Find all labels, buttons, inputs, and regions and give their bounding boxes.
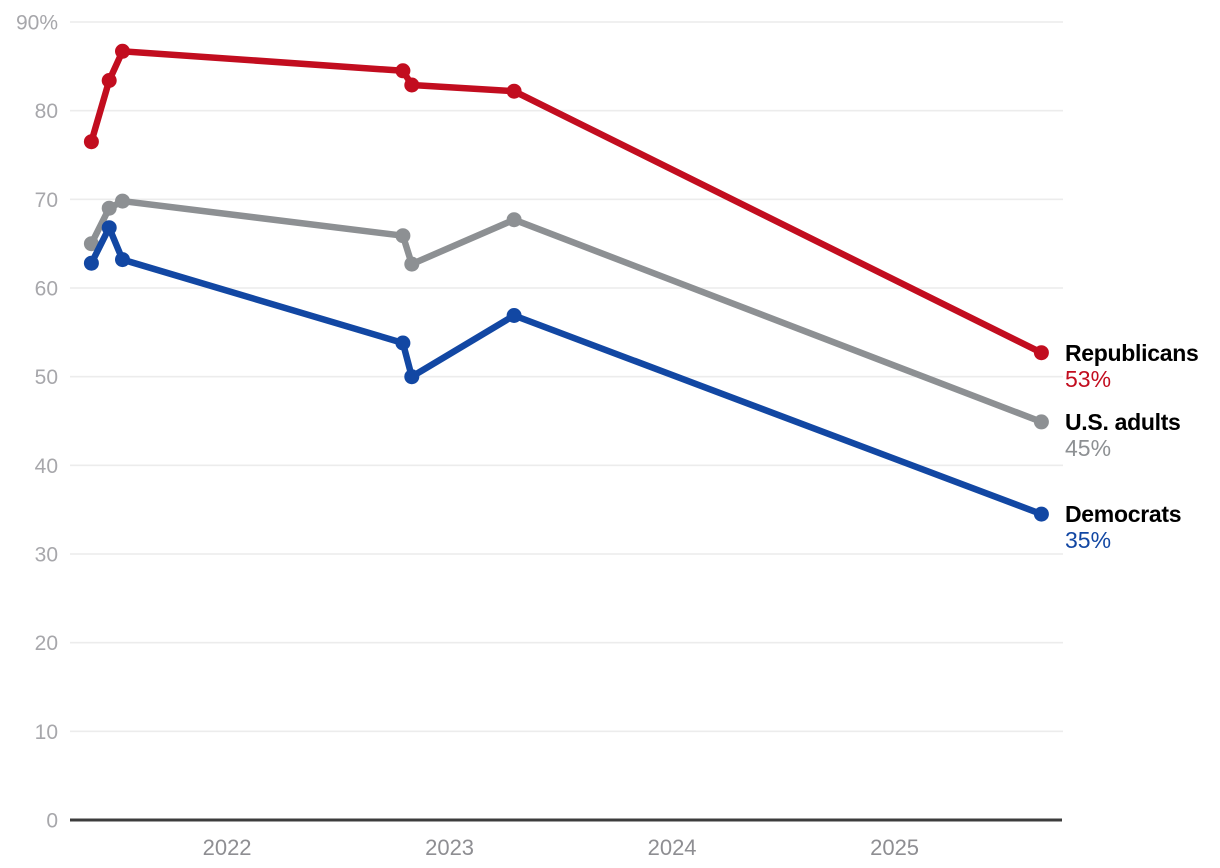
data-point-democrats: [404, 369, 420, 385]
data-point-republicans: [506, 83, 522, 99]
data-point-republicans: [1033, 345, 1049, 361]
data-point-democrats: [506, 308, 522, 323]
y-tick-label-60: 60: [35, 278, 58, 301]
data-point-u-s-adults: [404, 256, 420, 272]
data-point-republicans: [404, 77, 420, 93]
x-tick-label-2024: 2024: [648, 835, 697, 860]
x-tick-label-2022: 2022: [203, 835, 252, 860]
series-end-value-republicans: 53%: [1065, 365, 1112, 392]
series-name-democrats: Democrats: [1065, 501, 1182, 528]
y-tick-label-70: 70: [35, 189, 58, 212]
data-point-republicans: [83, 134, 99, 150]
series-label-republicans: Republicans 53%: [1065, 339, 1199, 393]
series-line-democrats: [88, 224, 1045, 518]
x-tick-label-2023: 2023: [425, 835, 474, 860]
series-end-value-us-adults: 45%: [1065, 434, 1112, 461]
data-point-democrats: [395, 335, 411, 351]
y-tick-label-10: 10: [35, 721, 58, 744]
data-point-republicans: [395, 63, 411, 79]
y-tick-label-50: 50: [35, 366, 58, 389]
data-point-u-s-adults: [115, 193, 130, 209]
series-line-u-s-adults: [88, 197, 1045, 426]
data-point-republicans: [101, 73, 117, 88]
y-tick-label-30: 30: [35, 544, 58, 567]
data-point-u-s-adults: [1033, 414, 1049, 430]
series-label-us-adults: U.S. adults 45%: [1065, 409, 1181, 462]
data-point-u-s-adults: [83, 236, 99, 252]
data-point-democrats: [115, 252, 130, 268]
y-tick-label-90: 90%: [16, 12, 58, 35]
series-label-democrats: Democrats 35%: [1065, 501, 1181, 554]
series-line-republicans: [88, 48, 1045, 356]
data-point-democrats: [83, 255, 99, 271]
y-tick-label-20: 20: [35, 632, 58, 655]
series-name-republicans: Republicans: [1065, 339, 1199, 366]
data-point-u-s-adults: [395, 228, 411, 244]
data-point-u-s-adults: [101, 200, 117, 216]
series-end-value-democrats: 35%: [1065, 527, 1112, 554]
data-point-republicans: [115, 43, 130, 59]
data-point-democrats: [101, 220, 117, 236]
series-name-us-adults: U.S. adults: [1065, 408, 1181, 435]
x-tick-label-2025: 2025: [870, 835, 919, 860]
data-point-democrats: [1033, 506, 1049, 522]
data-point-u-s-adults: [506, 212, 522, 228]
y-tick-label-0: 0: [46, 810, 58, 833]
y-tick-label-80: 80: [35, 100, 58, 123]
y-tick-label-40: 40: [35, 455, 58, 478]
